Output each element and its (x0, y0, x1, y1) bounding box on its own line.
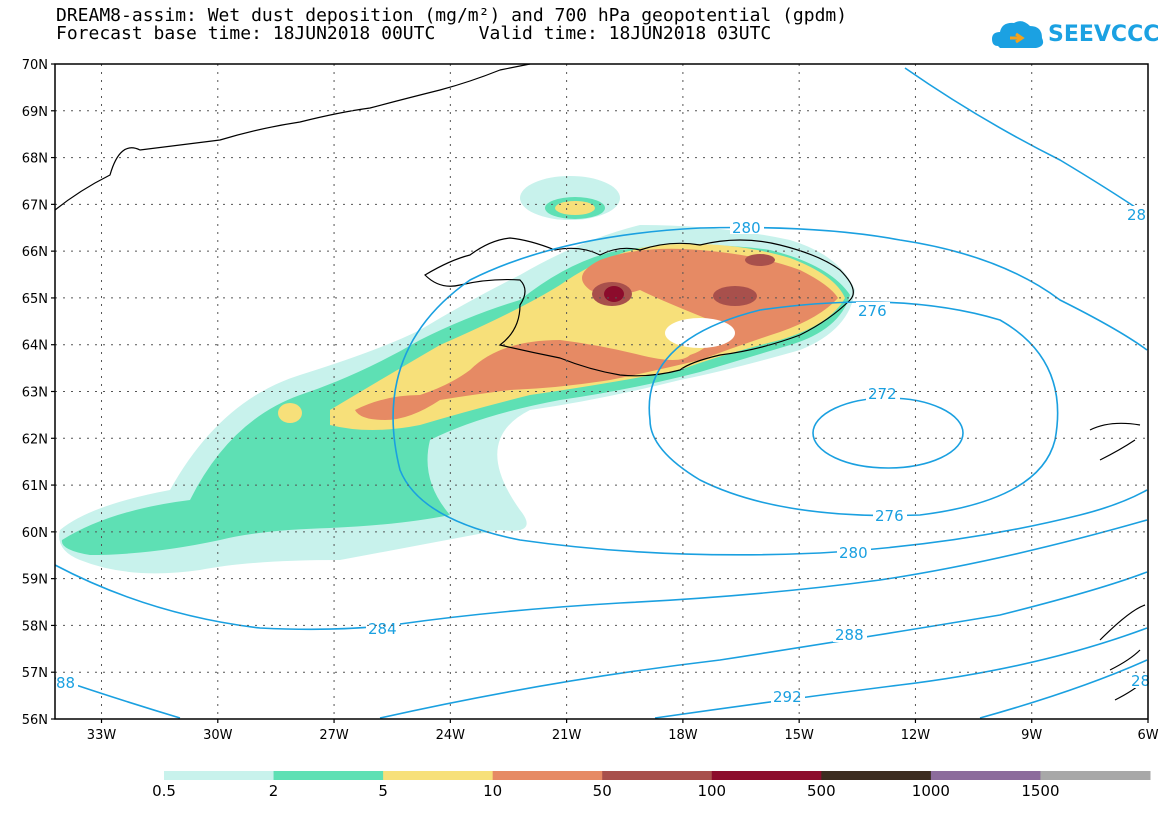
lat-label: 64N (22, 339, 48, 354)
lat-label: 57N (22, 666, 48, 681)
colorbar-swatch (383, 771, 494, 780)
svg-text:292: 292 (773, 688, 802, 706)
colorbar-swatch (711, 771, 822, 780)
lon-label: 33W (87, 728, 117, 743)
svg-text:280: 280 (732, 219, 761, 237)
colorbar-swatch (273, 771, 384, 780)
lat-label: 70N (22, 58, 48, 73)
svg-text:28: 28 (1127, 206, 1146, 224)
lon-label: 27W (319, 728, 349, 743)
lon-label: 9W (1021, 728, 1042, 743)
contour-labels: 280 276 272 276 280 284 288 292 28 88 28 (56, 206, 1150, 706)
dust-field-100 (604, 286, 624, 302)
lat-label: 61N (22, 479, 48, 494)
colorbar-label: 1500 (1021, 782, 1060, 800)
colorbar-label: 5 (378, 782, 388, 800)
colorbar-swatch (602, 771, 713, 780)
svg-text:28: 28 (1131, 672, 1150, 690)
colorbar-swatch (164, 771, 275, 780)
svg-text:284: 284 (368, 620, 397, 638)
lat-label: 67N (22, 198, 48, 213)
lon-label: 30W (203, 728, 233, 743)
colorbar-label: 500 (807, 782, 836, 800)
svg-text:276: 276 (858, 302, 887, 320)
cloud-icon (992, 21, 1044, 48)
colorbar-label: 1000 (911, 782, 950, 800)
colorbar-label: 10 (483, 782, 503, 800)
coastlines (54, 63, 1146, 701)
lon-label: 21W (552, 728, 582, 743)
logo-text: SEEVCCC (1048, 22, 1160, 47)
lat-label: 69N (22, 105, 48, 120)
lon-label: 18W (668, 728, 698, 743)
svg-text:272: 272 (868, 385, 897, 403)
lat-label: 60N (22, 526, 48, 541)
lon-label: 24W (436, 728, 466, 743)
svg-text:280: 280 (839, 544, 868, 562)
colorbar-swatch (821, 771, 932, 780)
dust-field-50 (592, 254, 775, 306)
graticule (55, 64, 1148, 719)
svg-text:88: 88 (56, 674, 75, 692)
lat-label: 59N (22, 573, 48, 588)
lon-label: 15W (784, 728, 814, 743)
lat-label: 68N (22, 152, 48, 167)
chart-title: DREAM8-assim: Wet dust deposition (mg/m²… (56, 5, 848, 26)
lat-label: 62N (22, 432, 48, 447)
colorbar-label: 2 (268, 782, 279, 800)
longitude-labels: 33W 30W 27W 24W 21W 18W 15W 12W 9W 6W (87, 728, 1159, 743)
lat-label: 65N (22, 292, 48, 307)
lat-label: 56N (22, 713, 48, 728)
colorbar-swatch (492, 771, 603, 780)
lat-label: 58N (22, 619, 48, 634)
svg-text:288: 288 (835, 626, 864, 644)
lat-label: 66N (22, 245, 48, 260)
svg-text:276: 276 (875, 507, 904, 525)
colorbar-label: 50 (592, 782, 612, 800)
colorbar-swatch (930, 771, 1041, 780)
lon-label: 12W (901, 728, 931, 743)
forecast-times: Forecast base time: 18JUN2018 00UTC Vali… (56, 23, 772, 44)
colorbar (164, 771, 1151, 780)
colorbar-label: 100 (697, 782, 727, 800)
lon-label: 6W (1137, 728, 1158, 743)
geopotential-contours (54, 67, 1148, 719)
colorbar-label: 0.5 (152, 782, 176, 800)
lat-label: 63N (22, 386, 48, 401)
latitude-labels: 70N 69N 68N 67N 66N 65N 64N 63N 62N 61N 60N 59N 58N 5… (22, 58, 48, 728)
colorbar-swatch (1040, 771, 1151, 780)
